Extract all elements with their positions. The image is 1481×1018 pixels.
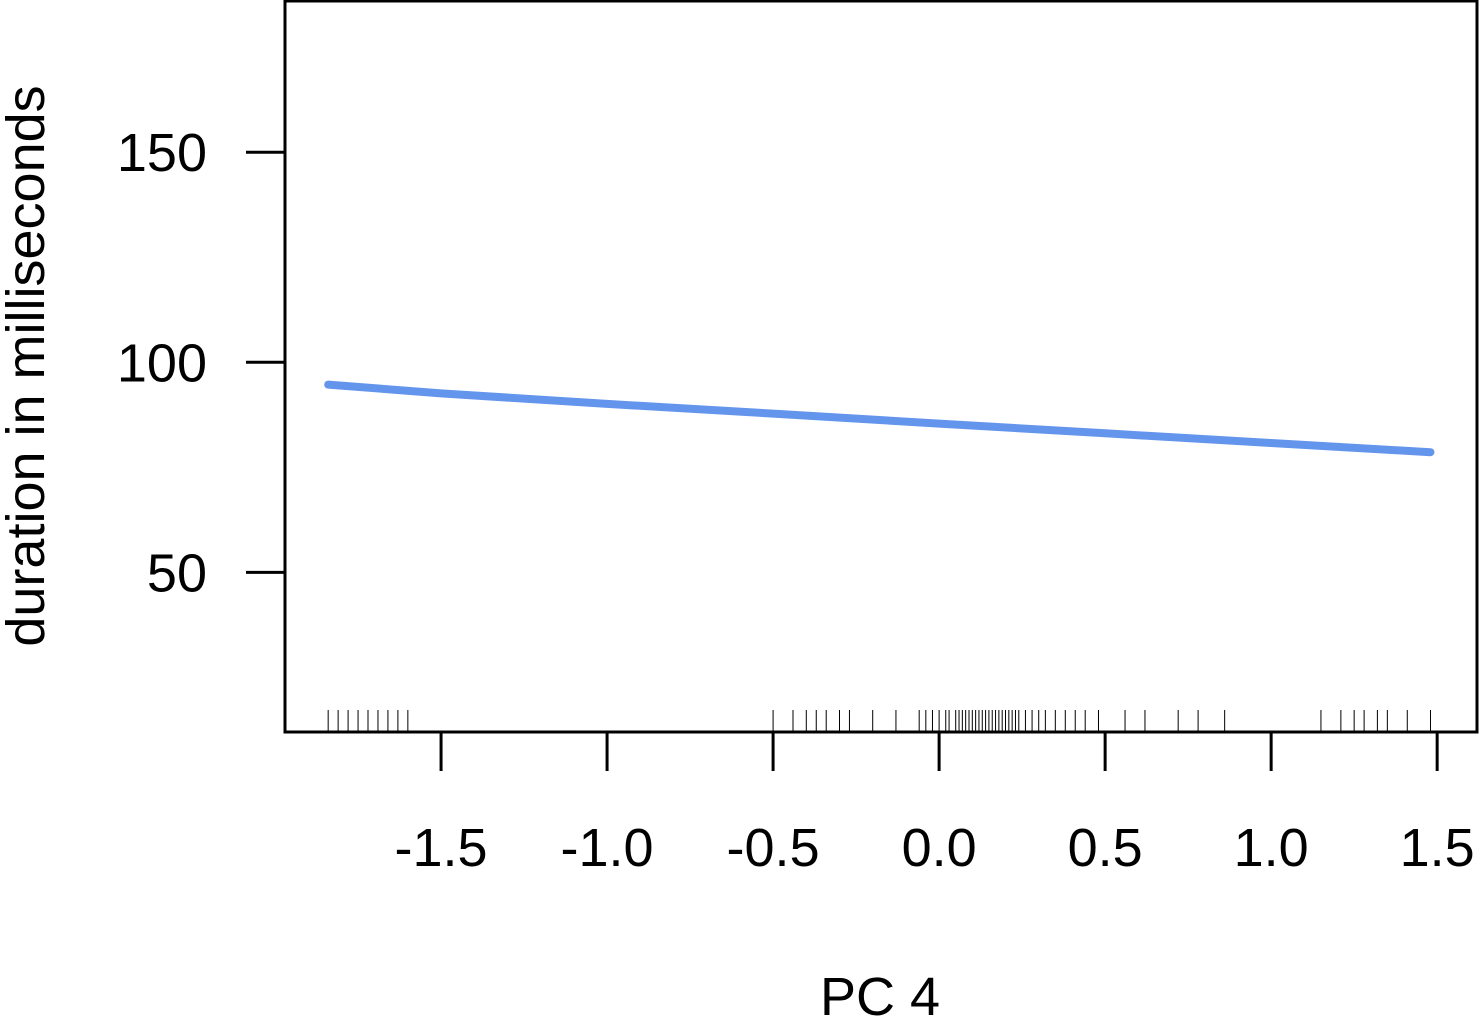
x-tick-label: -0.5 bbox=[727, 818, 820, 878]
x-tick-label: 1.5 bbox=[1400, 818, 1475, 878]
plot-frame bbox=[283, 0, 1479, 734]
x-tick-label: 1.0 bbox=[1234, 818, 1309, 878]
x-tick-label: 0.0 bbox=[902, 818, 977, 878]
rug-layer bbox=[327, 710, 1432, 732]
x-axis: -1.5 -1.0 -0.5 0.0 0.5 1.0 1.5 bbox=[395, 730, 1475, 878]
y-tick-label: 100 bbox=[117, 333, 207, 393]
x-tick-label: -1.0 bbox=[561, 818, 654, 878]
x-tick-label: 0.5 bbox=[1068, 818, 1143, 878]
y-axis: 50 100 150 bbox=[117, 123, 285, 603]
x-tick-label: -1.5 bbox=[395, 818, 488, 878]
y-tick-label: 150 bbox=[117, 123, 207, 183]
series-line bbox=[324, 380, 1435, 457]
series-layer bbox=[324, 380, 1435, 457]
x-axis-title: PC 4 bbox=[820, 967, 940, 1018]
y-tick-label: 50 bbox=[147, 543, 207, 603]
y-axis-title: duration in milliseconds bbox=[0, 85, 56, 646]
